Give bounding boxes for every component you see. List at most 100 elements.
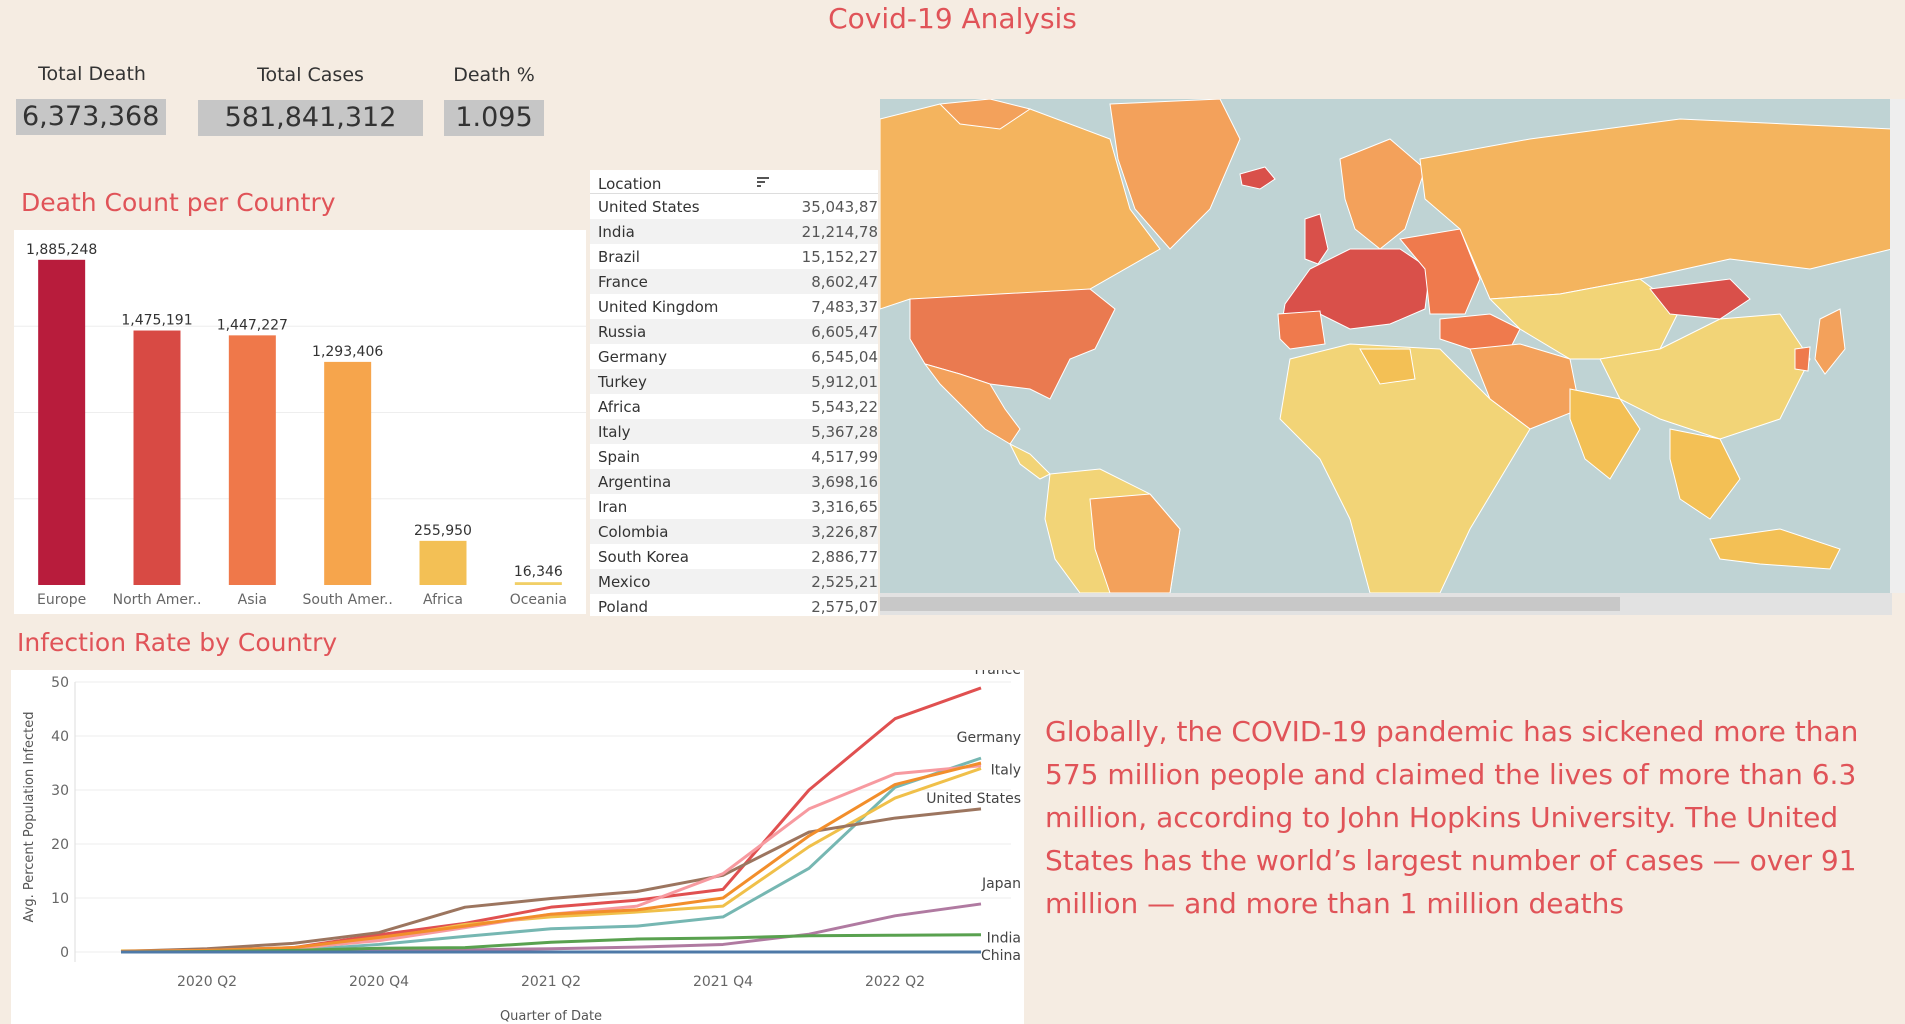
bar-value-label: 255,950 xyxy=(414,523,472,539)
bar-category-label: Oceania xyxy=(510,592,567,608)
table-row[interactable]: Colombia 3,226,87 xyxy=(590,519,878,544)
location-value: 5,543,22 xyxy=(811,398,878,416)
x-tick-label: 2020 Q2 xyxy=(177,974,237,990)
table-header[interactable]: Location xyxy=(590,170,878,194)
series-label: Italy xyxy=(991,762,1021,778)
map-scrollbar-thumb[interactable] xyxy=(880,597,1620,611)
location-column-header[interactable]: Location xyxy=(598,175,662,193)
map-iberia[interactable] xyxy=(1277,310,1326,350)
map-central-america xyxy=(1008,442,1051,480)
total-death-label: Total Death xyxy=(38,63,146,85)
world-map-svg xyxy=(880,99,1892,593)
table-row[interactable]: Poland 2,575,07 xyxy=(590,594,878,616)
location-name: Italy xyxy=(598,423,631,441)
location-value: 2,575,07 xyxy=(811,598,878,616)
bar-2[interactable] xyxy=(228,335,276,585)
bar-value-label: 1,447,227 xyxy=(217,317,288,333)
map-mexico[interactable] xyxy=(923,363,1021,445)
location-value: 6,605,47 xyxy=(811,323,878,341)
map-united-states[interactable] xyxy=(909,288,1116,400)
map-turkey[interactable] xyxy=(1439,313,1521,350)
bar-3[interactable] xyxy=(324,361,372,585)
y-tick-label: 50 xyxy=(51,675,69,691)
table-row[interactable]: Russia 6,605,47 xyxy=(590,319,878,344)
bar-4[interactable] xyxy=(419,540,467,585)
location-value: 6,545,04 xyxy=(811,348,878,366)
map-africa[interactable] xyxy=(1279,343,1531,593)
table-row[interactable]: South Korea 2,886,77 xyxy=(590,544,878,569)
x-tick-label: 2022 Q2 xyxy=(865,974,925,990)
location-value: 3,698,16 xyxy=(811,473,878,491)
map-mongolia[interactable] xyxy=(1649,278,1751,320)
bar-1[interactable] xyxy=(133,330,181,585)
table-row[interactable]: Africa 5,543,22 xyxy=(590,394,878,419)
location-value: 3,316,65 xyxy=(811,498,878,516)
y-tick-label: 40 xyxy=(51,729,69,745)
bar-5[interactable] xyxy=(514,582,562,585)
table-row[interactable]: United States 35,043,87 xyxy=(590,194,878,219)
bar-category-label: Africa xyxy=(423,592,463,608)
map-southeast-asia xyxy=(1669,428,1741,520)
x-tick-label: 2020 Q4 xyxy=(349,974,409,990)
bar-value-label: 1,293,406 xyxy=(312,344,383,360)
map-indonesia xyxy=(1709,528,1841,570)
table-row[interactable]: Iran 3,316,65 xyxy=(590,494,878,519)
location-name: United Kingdom xyxy=(598,298,719,316)
map-greenland[interactable] xyxy=(1109,99,1241,250)
location-name: Brazil xyxy=(598,248,640,266)
table-row[interactable]: Brazil 15,152,27 xyxy=(590,244,878,269)
map-japan[interactable] xyxy=(1814,308,1846,375)
series-line-0[interactable] xyxy=(120,686,982,953)
map-russia[interactable] xyxy=(1419,118,1892,300)
x-tick-label: 2021 Q4 xyxy=(693,974,753,990)
sort-icon[interactable] xyxy=(756,175,770,189)
location-name: India xyxy=(598,223,635,241)
bar-category-label: Asia xyxy=(238,592,267,608)
series-label: China xyxy=(981,948,1021,964)
map-vertical-scrollbar[interactable] xyxy=(1890,99,1905,593)
y-tick-label: 0 xyxy=(60,945,69,961)
location-value: 2,886,77 xyxy=(811,548,878,566)
location-value: 15,152,27 xyxy=(801,248,878,266)
line-chart-svg: 0 10 20 30 40 50 2020 Q2 2020 Q4 2021 Q2 2021 Q4 2… xyxy=(22,670,1021,1024)
world-map[interactable] xyxy=(880,99,1892,593)
location-value: 8,602,47 xyxy=(811,273,878,291)
table-row[interactable]: Spain 4,517,99 xyxy=(590,444,878,469)
location-name: Poland xyxy=(598,598,649,616)
series-label: Germany xyxy=(957,730,1021,746)
location-table[interactable]: Location United States 35,043,87 India 21,2… xyxy=(590,170,878,616)
map-united-kingdom[interactable] xyxy=(1304,213,1329,265)
map-india[interactable] xyxy=(1569,388,1641,480)
bar-value-label: 1,475,191 xyxy=(121,313,192,329)
location-name: Germany xyxy=(598,348,667,366)
table-row[interactable]: Argentina 3,698,16 xyxy=(590,469,878,494)
bar-0[interactable] xyxy=(38,259,86,585)
y-axis-title: Avg. Percent Population Infected xyxy=(22,712,37,923)
dashboard-title: Covid-19 Analysis xyxy=(828,2,1077,35)
table-row[interactable]: Turkey 5,912,01 xyxy=(590,369,878,394)
death-count-title: Death Count per Country xyxy=(21,188,336,217)
map-iceland[interactable] xyxy=(1239,166,1276,190)
x-axis-title: Quarter of Date xyxy=(500,1009,602,1024)
table-row[interactable]: India 21,214,78 xyxy=(590,219,878,244)
series-line-3[interactable] xyxy=(120,807,982,953)
table-row[interactable]: Germany 6,545,04 xyxy=(590,344,878,369)
table-row[interactable]: United Kingdom 7,483,37 xyxy=(590,294,878,319)
table-row[interactable]: France 8,602,47 xyxy=(590,269,878,294)
location-value: 5,367,28 xyxy=(811,423,878,441)
location-value: 2,525,21 xyxy=(811,573,878,591)
table-row[interactable]: Italy 5,367,28 xyxy=(590,419,878,444)
map-china[interactable] xyxy=(1599,313,1811,440)
map-south-korea[interactable] xyxy=(1794,346,1811,372)
bar-value-label: 1,885,248 xyxy=(26,242,97,258)
map-scandinavia[interactable] xyxy=(1339,138,1426,250)
table-body: United States 35,043,87 India 21,214,78 Braz… xyxy=(590,194,878,616)
death-pct-label: Death % xyxy=(453,64,535,86)
series-line-5[interactable] xyxy=(120,761,982,953)
table-row[interactable]: Mexico 2,525,21 xyxy=(590,569,878,594)
location-value: 3,226,87 xyxy=(811,523,878,541)
location-name: Russia xyxy=(598,323,647,341)
location-name: United States xyxy=(598,198,700,216)
map-brazil[interactable] xyxy=(1089,493,1181,593)
series-line-1[interactable] xyxy=(120,756,982,953)
